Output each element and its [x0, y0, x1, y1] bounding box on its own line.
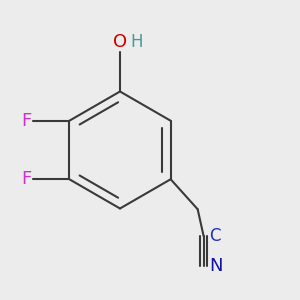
Text: F: F	[22, 112, 32, 130]
Text: O: O	[113, 33, 127, 51]
Text: F: F	[22, 170, 32, 188]
Text: C: C	[209, 227, 220, 245]
Text: H: H	[130, 33, 143, 51]
Text: N: N	[209, 257, 223, 275]
